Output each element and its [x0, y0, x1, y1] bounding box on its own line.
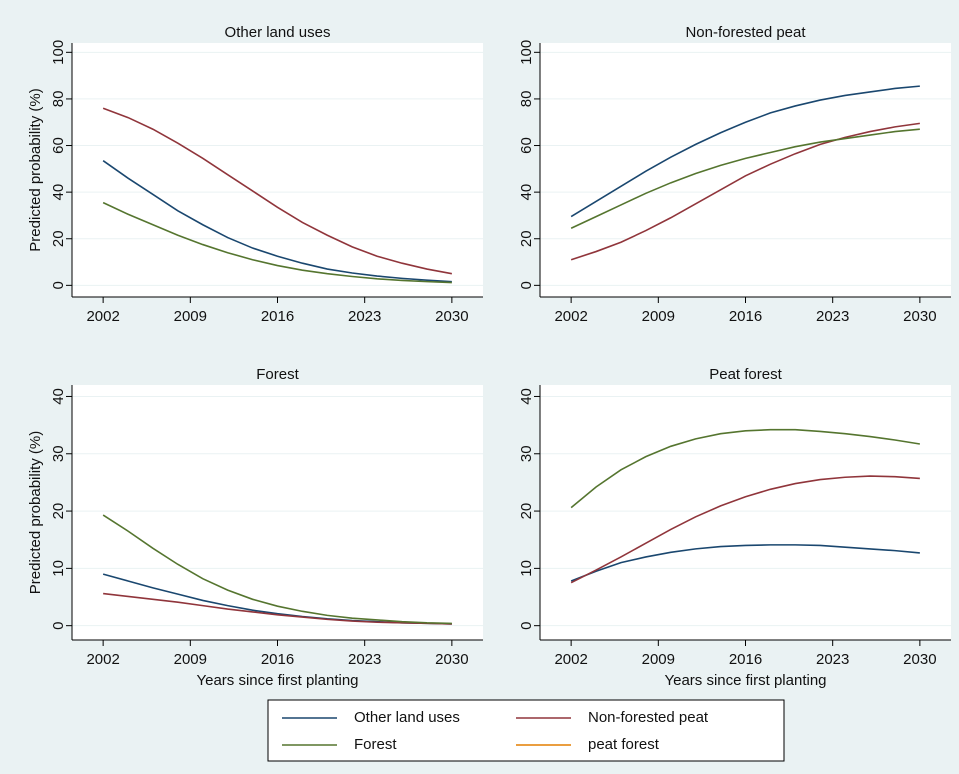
- plot-area: [540, 385, 951, 640]
- x-tick-label: 2030: [435, 651, 468, 668]
- x-tick-label: 2030: [435, 308, 468, 325]
- x-tick-label: 2009: [174, 651, 207, 668]
- x-tick-label: 2016: [261, 308, 294, 325]
- series-line: [102, 514, 452, 625]
- x-tick-label: 2023: [348, 651, 381, 668]
- y-tick-label: 20: [50, 503, 67, 520]
- y-axis-label: Predicted probability (%): [27, 431, 44, 594]
- x-tick-label: 2023: [816, 308, 849, 325]
- x-tick-label: 2030: [903, 651, 936, 668]
- plot-area: [72, 43, 483, 297]
- series-line: [570, 85, 920, 218]
- x-tick-label: 2023: [348, 308, 381, 325]
- x-tick-label: 2002: [86, 308, 119, 325]
- x-tick-label: 2009: [174, 308, 207, 325]
- y-tick-label: 40: [50, 184, 67, 201]
- panel-title: Other land uses: [225, 24, 331, 41]
- x-tick-label: 2023: [816, 651, 849, 668]
- x-tick-label: 2016: [729, 308, 762, 325]
- x-tick-label: 2002: [554, 308, 587, 325]
- series-line: [103, 592, 452, 625]
- plot-area: [540, 43, 951, 297]
- plot-area: [72, 385, 483, 640]
- y-axis-label: Predicted probability (%): [27, 88, 44, 251]
- y-tick-label: 20: [518, 503, 535, 520]
- series-line: [570, 128, 920, 229]
- legend-label: Other land uses: [354, 709, 460, 726]
- legend-label: Non-forested peat: [588, 709, 709, 726]
- x-tick-label: 2016: [261, 651, 294, 668]
- y-tick-label: 20: [50, 230, 67, 247]
- y-tick-label: 80: [518, 91, 535, 108]
- legend-label: Forest: [354, 736, 397, 753]
- series-line: [570, 428, 920, 509]
- series-line: [570, 122, 920, 261]
- x-tick-label: 2002: [86, 651, 119, 668]
- y-tick-label: 40: [518, 388, 535, 405]
- panel-title: Peat forest: [709, 366, 782, 383]
- x-axis-label: Years since first planting: [196, 672, 358, 689]
- x-axis-label: Years since first planting: [664, 672, 826, 689]
- legend-label: peat forest: [588, 736, 660, 753]
- y-tick-label: 60: [50, 137, 67, 154]
- y-tick-label: 60: [518, 137, 535, 154]
- x-tick-label: 2016: [729, 651, 762, 668]
- x-tick-label: 2009: [642, 651, 675, 668]
- y-tick-label: 80: [50, 91, 67, 108]
- y-tick-label: 10: [518, 560, 535, 577]
- x-tick-label: 2030: [903, 308, 936, 325]
- x-tick-label: 2002: [554, 651, 587, 668]
- panel-title: Non-forested peat: [685, 24, 806, 41]
- y-tick-label: 100: [50, 40, 67, 65]
- legend-box: [267, 699, 785, 762]
- y-tick-label: 0: [50, 281, 67, 289]
- panel-title: Forest: [256, 366, 299, 383]
- y-tick-label: 40: [50, 388, 67, 405]
- y-tick-label: 0: [518, 281, 535, 289]
- series-line: [570, 544, 920, 582]
- series-line: [102, 160, 452, 283]
- series-line: [102, 107, 453, 275]
- y-tick-label: 30: [50, 445, 67, 462]
- y-tick-label: 20: [518, 230, 535, 247]
- y-tick-label: 0: [518, 622, 535, 630]
- x-tick-label: 2009: [642, 308, 675, 325]
- y-tick-label: 10: [50, 560, 67, 577]
- series-line: [102, 201, 452, 284]
- series-line: [570, 475, 920, 584]
- y-tick-label: 30: [518, 445, 535, 462]
- y-tick-label: 100: [518, 40, 535, 65]
- y-tick-label: 40: [518, 184, 535, 201]
- y-tick-label: 0: [50, 622, 67, 630]
